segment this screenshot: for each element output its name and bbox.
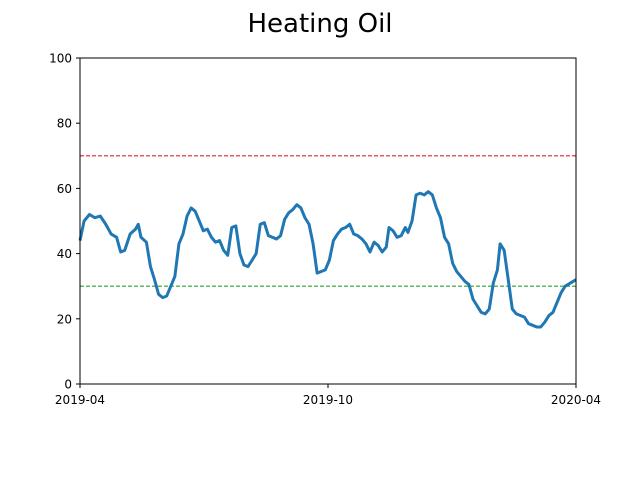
chart-title: Heating Oil	[247, 9, 392, 39]
y-tick-label: 60	[57, 182, 72, 196]
y-tick-label: 80	[57, 117, 72, 131]
y-tick-label: 20	[57, 312, 72, 326]
plot-area: 0 20 40 60 80 100 2019-04 2019-10 2020-04	[49, 52, 601, 408]
x-tick-label: 2019-04	[55, 393, 105, 407]
y-tick-label: 40	[57, 247, 72, 261]
y-tick-label: 100	[49, 52, 72, 66]
x-tick-label: 2019-10	[303, 393, 353, 407]
y-tick-label: 0	[64, 378, 72, 392]
x-tick-label: 2020-04	[551, 393, 601, 407]
series-line-0	[78, 190, 577, 329]
